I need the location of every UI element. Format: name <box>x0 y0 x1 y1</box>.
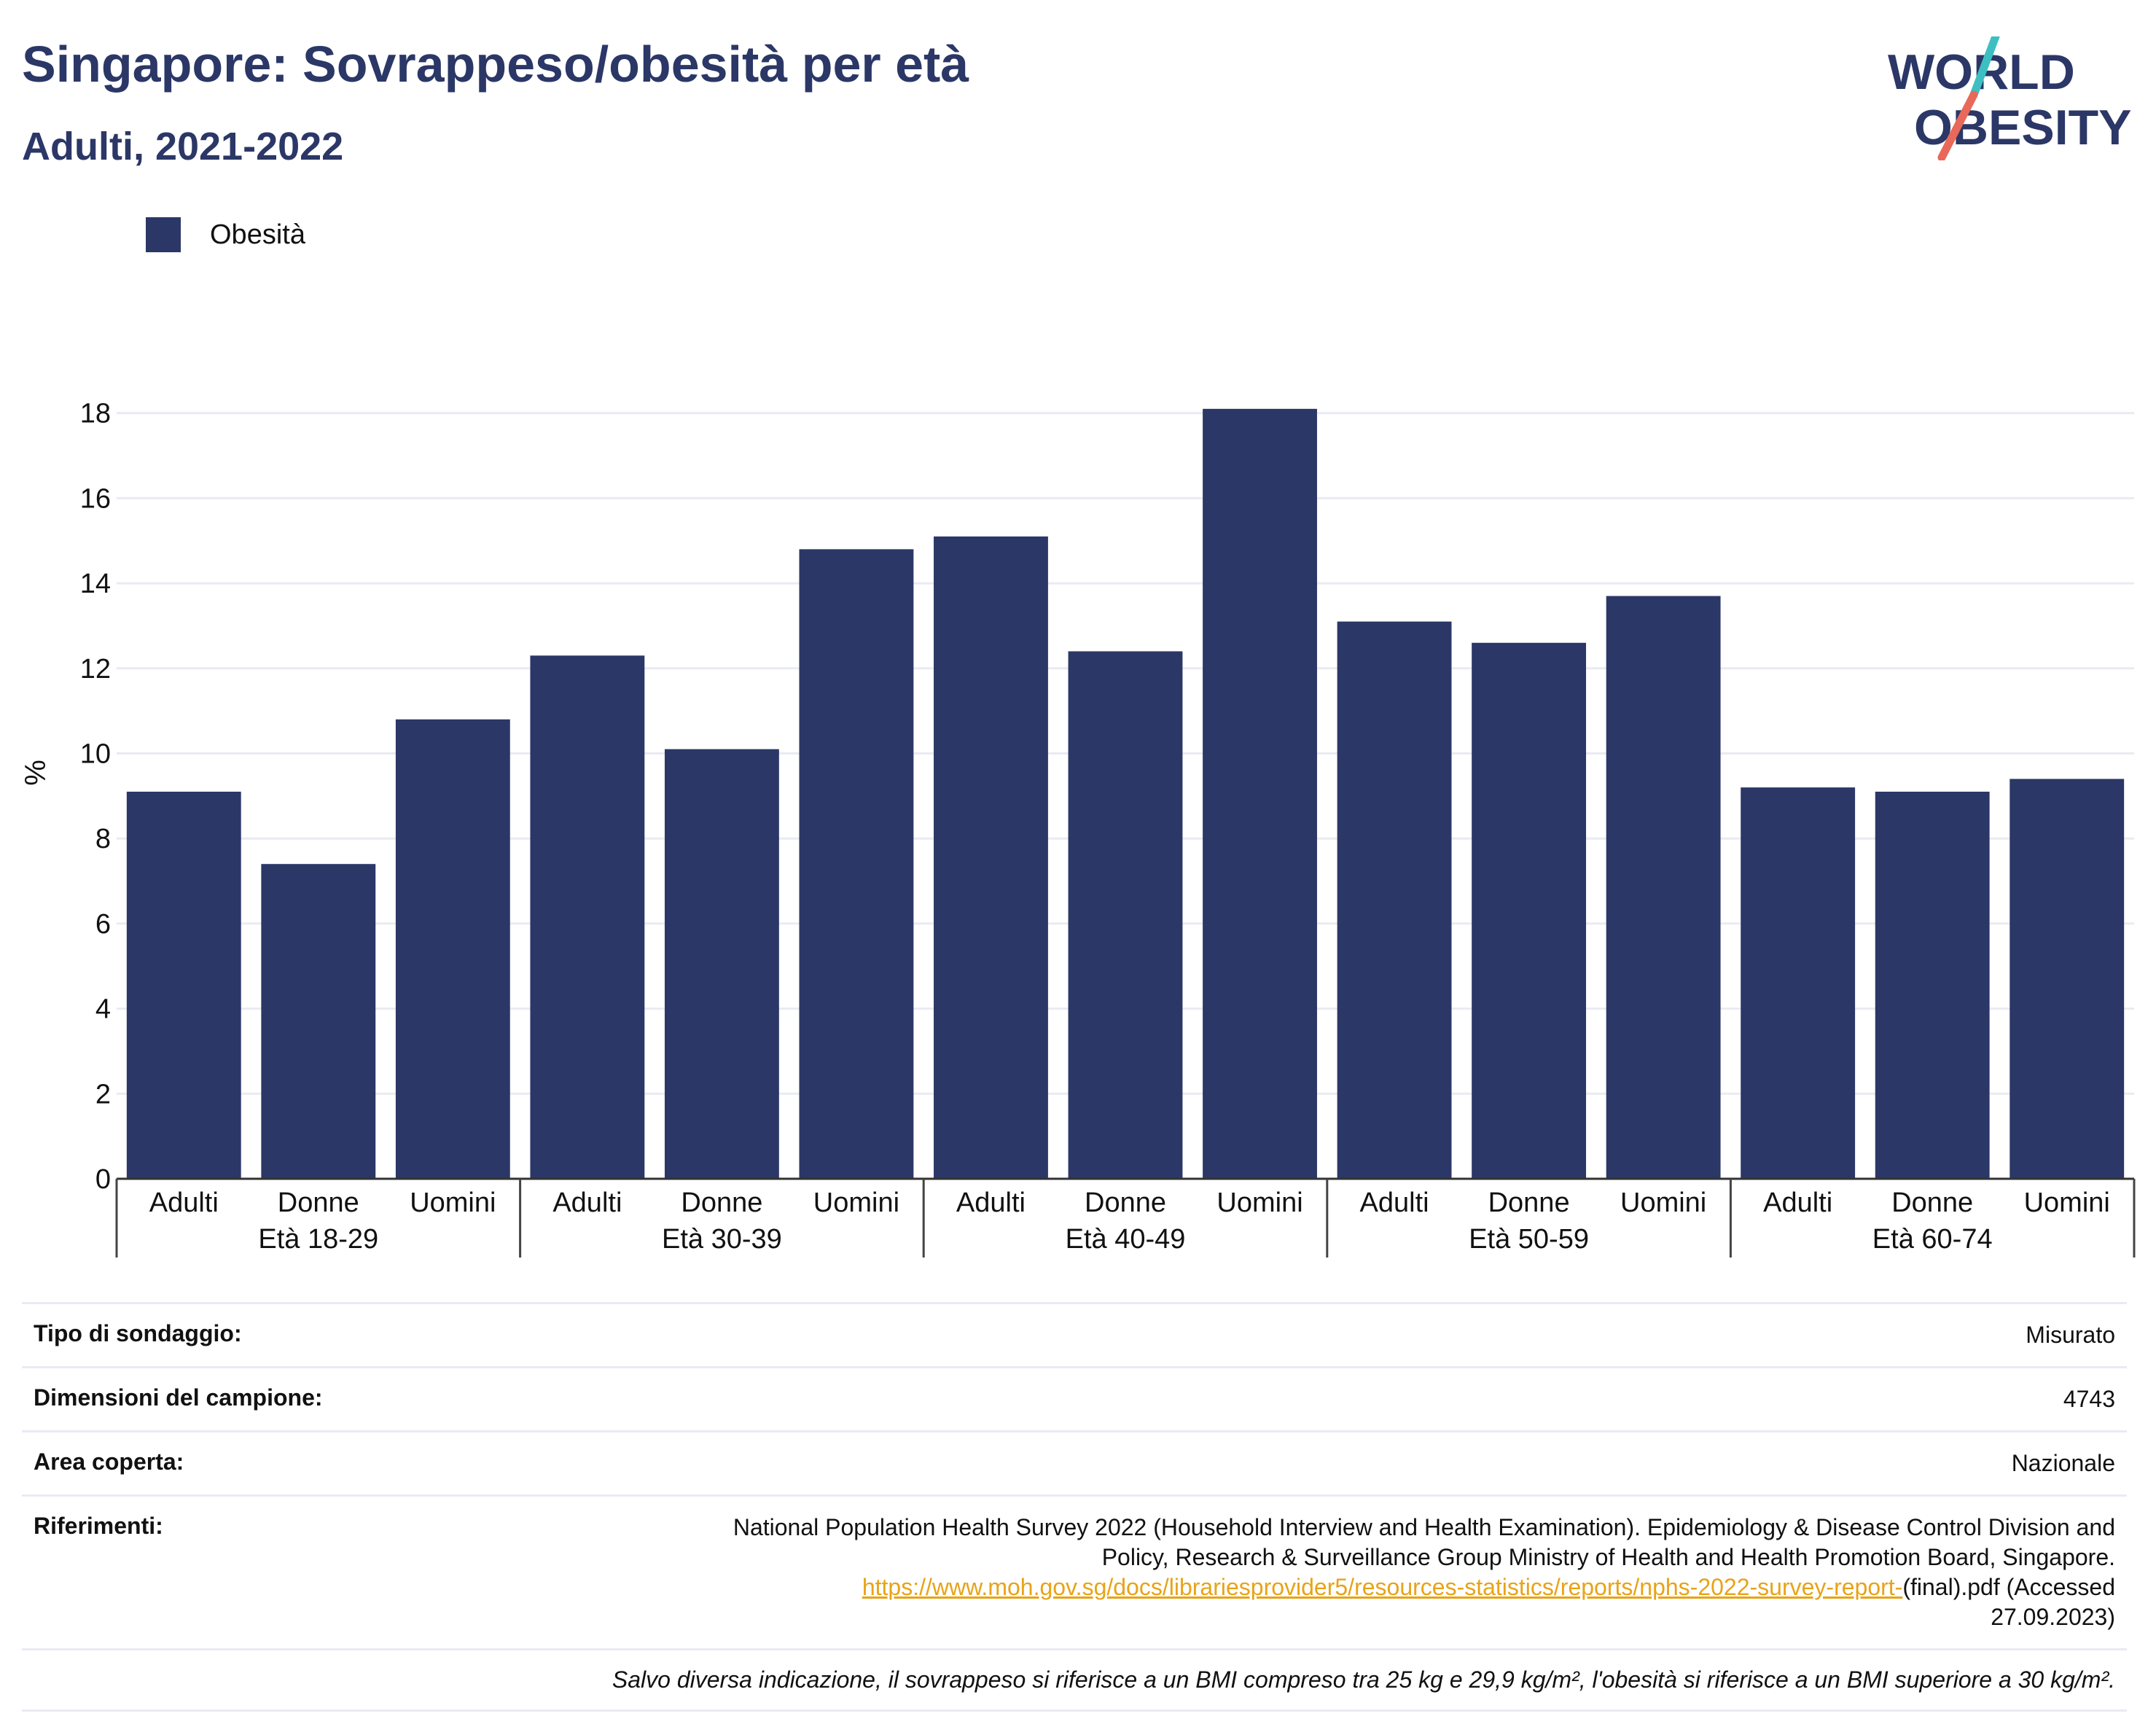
bar <box>1472 642 1587 1179</box>
bar <box>1203 408 1317 1180</box>
x-tick-label: Adulti <box>1360 1188 1429 1218</box>
x-tick-label: Donne <box>1085 1188 1166 1218</box>
info-label: Tipo di sondaggio: <box>22 1302 405 1368</box>
legend-label-obesita: Obesità <box>210 219 305 250</box>
references-line-4: 27.09.2023) <box>1991 1603 2115 1630</box>
group-label: Età 40-49 <box>1066 1224 1186 1255</box>
bar <box>261 864 376 1179</box>
x-tick-label: Adulti <box>956 1188 1026 1218</box>
x-tick-label: Adulti <box>552 1188 622 1218</box>
bar <box>530 655 645 1179</box>
group-label: Età 30-39 <box>662 1224 782 1255</box>
x-tick-label: Donne <box>278 1188 359 1218</box>
bar <box>2009 779 2125 1179</box>
y-axis-label: % <box>20 760 52 786</box>
bar <box>799 549 914 1179</box>
logo-slash-bottom <box>1937 90 1978 160</box>
bar <box>664 749 779 1179</box>
y-tick-label: 12 <box>80 654 111 685</box>
bar <box>1337 621 1452 1179</box>
references-after-link: (final).pdf (Accessed <box>1902 1573 2115 1600</box>
info-label: Area coperta: <box>22 1430 405 1496</box>
references-line-1: National Population Health Survey 2022 (… <box>733 1513 2115 1540</box>
legend[interactable]: Obesità <box>146 217 305 252</box>
group-label: Età 18-29 <box>258 1224 378 1255</box>
references-line-2: Policy, Research & Surveillance Group Mi… <box>1101 1543 2115 1570</box>
bar-chart: 0 2 4 6 8 10 12 14 16 18% Adulti Donne Uomini Adulti D… <box>20 399 2136 1258</box>
info-row-sample-size: Dimensioni del campione: 4743 <box>22 1365 2127 1432</box>
x-tick-label: Uomini <box>813 1188 899 1218</box>
x-tick-label: Adulti <box>1763 1188 1832 1218</box>
footnote: Salvo diversa indicazione, il sovrappeso… <box>22 1648 2127 1712</box>
y-tick-label: 16 <box>80 483 111 514</box>
info-row-area: Area coperta: Nazionale <box>22 1430 2127 1496</box>
x-tick-label: Donne <box>1891 1188 1973 1218</box>
info-label: Dimensioni del campione: <box>22 1365 405 1432</box>
bar <box>1875 792 1990 1179</box>
bar <box>395 719 510 1179</box>
info-row-references: Riferimenti: National Population Health … <box>22 1494 2127 1650</box>
bar <box>934 536 1048 1179</box>
info-table: Tipo di sondaggio: Misurato Dimensioni d… <box>22 1302 2127 1712</box>
x-tick-label: Adulti <box>149 1188 219 1218</box>
bar <box>126 792 241 1179</box>
info-row-survey-type: Tipo di sondaggio: Misurato <box>22 1302 2127 1368</box>
references-link[interactable]: https://www.moh.gov.sg/docs/librariespro… <box>862 1573 1903 1600</box>
group-label: Età 60-74 <box>1872 1224 1993 1255</box>
y-tick-label: 6 <box>95 909 111 940</box>
chart-title: Singapore: Sovrappeso/obesità per età <box>22 36 969 93</box>
info-row-footnote: Salvo diversa indicazione, il sovrappeso… <box>22 1648 2127 1712</box>
legend-swatch-obesita <box>146 217 181 252</box>
x-tick-label: Uomini <box>410 1188 496 1218</box>
info-value: Misurato <box>405 1302 2127 1368</box>
x-tick-label: Donne <box>1488 1188 1570 1218</box>
y-tick-label: 8 <box>95 824 111 854</box>
info-value: Nazionale <box>405 1430 2127 1496</box>
group-label: Età 50-59 <box>1469 1224 1589 1255</box>
info-value: 4743 <box>405 1365 2127 1432</box>
y-tick-label: 0 <box>95 1164 111 1195</box>
x-tick-label: Uomini <box>1620 1188 1706 1218</box>
y-tick-label: 14 <box>80 569 111 599</box>
y-tick-label: 18 <box>80 399 111 429</box>
world-obesity-logo: WORLD OBESITY <box>1888 36 2132 160</box>
bar <box>1068 651 1183 1179</box>
x-tick-label: Uomini <box>1216 1188 1302 1218</box>
logo-slash-top <box>1969 36 2000 99</box>
y-tick-label: 2 <box>95 1079 111 1110</box>
references-label: Riferimenti: <box>22 1494 405 1650</box>
chart-subtitle: Adulti, 2021-2022 <box>22 125 344 168</box>
bar <box>1741 787 1856 1179</box>
references-value: National Population Health Survey 2022 (… <box>405 1494 2127 1650</box>
y-tick-label: 10 <box>80 738 111 769</box>
x-tick-label: Donne <box>681 1188 762 1218</box>
y-tick-label: 4 <box>95 994 111 1025</box>
bar <box>1606 596 1721 1179</box>
x-tick-label: Uomini <box>2024 1188 2110 1218</box>
